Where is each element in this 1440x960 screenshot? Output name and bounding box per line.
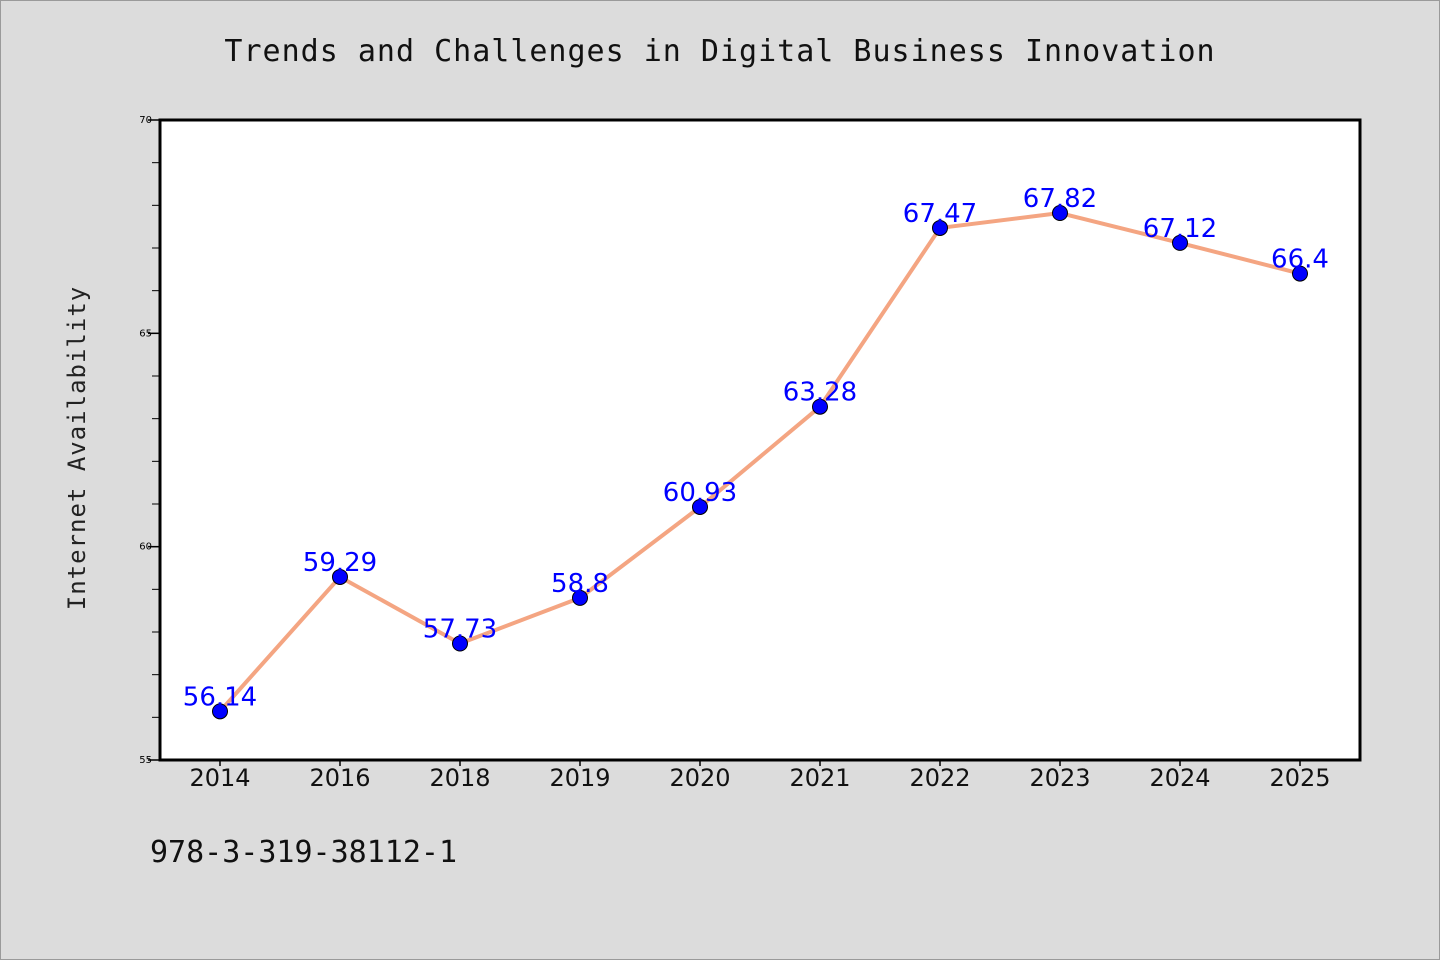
x-tick-label: 2018 — [429, 764, 490, 792]
x-tick-label: 2022 — [909, 764, 970, 792]
data-point — [692, 498, 708, 515]
x-tick-label: 2024 — [1149, 764, 1210, 792]
data-label: 58.8 — [551, 569, 609, 599]
series-line — [218, 211, 1301, 713]
plot-area — [160, 120, 1360, 760]
y-tick-label: 55 — [139, 755, 152, 766]
y-axis-ticks: 55 60 65 70 — [139, 115, 160, 766]
x-tick-label: 2021 — [789, 764, 850, 792]
chart-title: Trends and Challenges in Digital Busines… — [224, 34, 1216, 69]
plot-border — [158, 118, 1362, 762]
data-markers — [212, 205, 1308, 720]
data-label: 66.4 — [1271, 245, 1329, 275]
y-tick-label: 60 — [139, 542, 152, 553]
data-point — [212, 703, 228, 720]
x-axis-ticks: 2014 2016 2018 2019 2020 2021 2022 2023 2024 2025 — [189, 760, 1331, 792]
data-labels: 56.14 59.29 57.73 58.8 60.93 63.28 67.47 67.82 6… — [183, 184, 1329, 712]
y-tick-label: 65 — [139, 328, 152, 339]
data-point — [932, 219, 948, 236]
data-label: 63.28 — [783, 378, 857, 408]
data-label: 57.73 — [423, 615, 497, 645]
data-label: 60.93 — [663, 478, 737, 508]
data-point — [332, 568, 348, 585]
data-point — [812, 398, 828, 415]
data-point — [1172, 234, 1188, 251]
x-tick-label: 2019 — [549, 764, 610, 792]
data-point — [452, 635, 468, 652]
y-tick-label: 70 — [139, 115, 152, 126]
data-point — [572, 589, 588, 606]
x-tick-label: 2023 — [1029, 764, 1090, 792]
x-tick-label: 2025 — [1269, 764, 1330, 792]
x-tick-label: 2014 — [189, 764, 250, 792]
data-label: 67.12 — [1143, 214, 1217, 244]
data-point — [1292, 265, 1308, 282]
data-label: 59.29 — [303, 548, 377, 578]
data-label: 56.14 — [183, 682, 257, 712]
x-tick-label: 2020 — [669, 764, 730, 792]
x-tick-label: 2016 — [309, 764, 370, 792]
isbn-code: 978-3-319-38112-1 — [150, 835, 458, 870]
data-label: 67.47 — [903, 199, 977, 229]
data-label: 67.82 — [1023, 184, 1097, 214]
data-point — [1052, 205, 1068, 222]
